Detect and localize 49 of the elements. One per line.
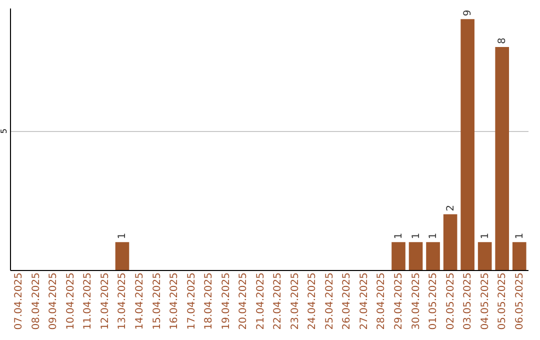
y-tick-label: 5 — [0, 128, 8, 134]
x-tick-label: 28.04.2025 — [376, 272, 388, 330]
data-label: 1 — [117, 232, 128, 240]
bar — [495, 47, 510, 270]
x-tick-label: 17.04.2025 — [186, 272, 198, 330]
x-tick-label: 04.05.2025 — [480, 272, 491, 330]
x-tick-label: 11.04.2025 — [82, 272, 94, 330]
x-tick-label: 22.04.2025 — [272, 272, 284, 330]
bar — [478, 242, 492, 270]
data-label: 8 — [497, 38, 508, 44]
data-label: 1 — [428, 232, 440, 240]
x-tick-label: 16.04.2025 — [169, 272, 180, 330]
bar — [408, 242, 423, 270]
bar — [392, 242, 406, 270]
x-tick-label: 05.05.2025 — [497, 272, 508, 330]
data-label: 1 — [394, 232, 404, 240]
x-tick-label: 09.04.2025 — [48, 272, 60, 330]
data-label: 9 — [462, 10, 474, 16]
x-tick-label: 08.04.2025 — [30, 272, 42, 330]
x-tick-label: 13.04.2025 — [117, 272, 128, 330]
data-label: 1 — [514, 232, 526, 240]
x-tick-label: 26.04.2025 — [342, 272, 353, 330]
x-tick-label: 25.04.2025 — [324, 272, 336, 330]
x-tick-label: 18.04.2025 — [204, 272, 215, 330]
bar — [426, 242, 440, 270]
x-tick-label: 07.04.2025 — [14, 272, 25, 330]
bar — [443, 214, 458, 270]
x-tick-label: 23.04.2025 — [290, 272, 301, 330]
x-tick-label: 29.04.2025 — [394, 272, 404, 330]
x-tick-label: 21.04.2025 — [255, 272, 266, 330]
bar — [460, 19, 474, 270]
data-label: 1 — [480, 232, 491, 240]
x-tick-label: 10.04.2025 — [65, 272, 76, 330]
x-tick-label: 01.05.2025 — [428, 272, 440, 330]
x-tick-label: 02.05.2025 — [445, 272, 456, 330]
x-tick-label: 30.04.2025 — [410, 272, 422, 330]
x-tick-label: 24.04.2025 — [307, 272, 318, 330]
x-tick-label: 27.04.2025 — [358, 272, 370, 330]
bar — [115, 242, 130, 270]
x-tick-label: 03.05.2025 — [462, 272, 474, 330]
x-tick-label: 15.04.2025 — [152, 272, 163, 330]
x-tick-label: 12.04.2025 — [100, 272, 111, 330]
data-label: 1 — [410, 232, 422, 240]
data-label: 2 — [445, 204, 456, 212]
x-tick-label: 19.04.2025 — [220, 272, 232, 330]
x-tick-label: 06.05.2025 — [514, 272, 526, 330]
bar — [512, 242, 526, 270]
x-tick-label: 20.04.2025 — [238, 272, 250, 330]
x-tick-label: 14.04.2025 — [134, 272, 146, 330]
